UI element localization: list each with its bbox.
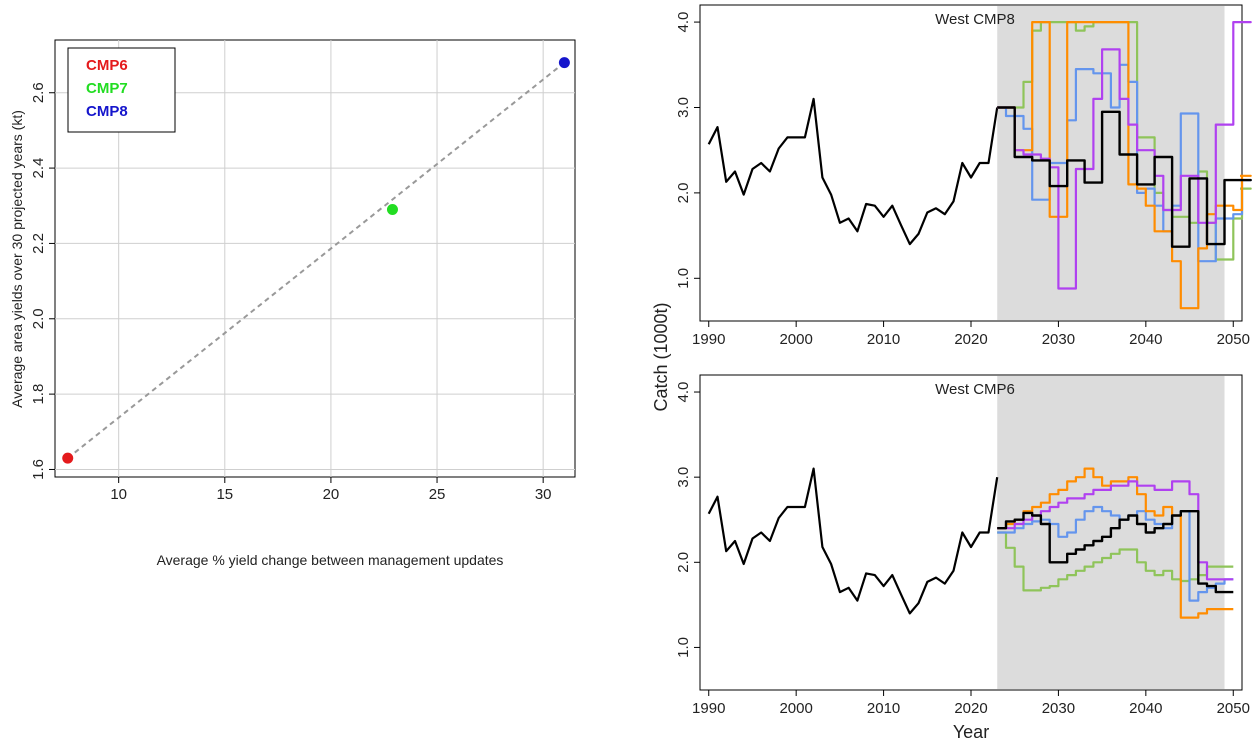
panel-0-x-tick-2040: 2040 xyxy=(1129,331,1162,348)
scatter-point-cmp8 xyxy=(558,57,570,69)
panel-0-series-3 xyxy=(997,21,1252,290)
panel-west-cmp8-title: West CMP8 xyxy=(935,11,1015,28)
panel-west-cmp8: West CMP8 1990 2000 2010 2020 2030 2040 2050 1.… xyxy=(675,4,1252,348)
panel-1-x-tick-2020: 2020 xyxy=(954,700,987,717)
scatter-y-tick-labels: 1.6 1.8 2.0 2.2 2.4 2.6 xyxy=(30,82,55,480)
legend-entry-cmp6: CMP6 xyxy=(86,57,128,74)
catch-y-axis-label: Catch (1000t) xyxy=(651,302,671,411)
panel-1-y-tick-3: 4.0 xyxy=(675,382,692,403)
scatter-x-tick-10: 10 xyxy=(110,486,127,503)
year-x-axis-label: Year xyxy=(953,722,989,742)
panel-1-x-tick-2030: 2030 xyxy=(1042,700,1075,717)
scatter-x-tick-labels: 10 15 20 25 30 xyxy=(110,477,552,503)
panel-0-x-tick-2050: 2050 xyxy=(1217,331,1250,348)
scatter-y-axis-label: Average area yields over 30 projected ye… xyxy=(9,110,25,408)
panel-1-y-tick-0: 1.0 xyxy=(675,637,692,658)
scatter-y-tick-2.6: 2.6 xyxy=(30,82,47,103)
panel-0-projection-shade xyxy=(997,6,1225,320)
scatter-x-tick-15: 15 xyxy=(216,486,233,503)
panel-0-x-tick-2010: 2010 xyxy=(867,331,900,348)
panel-0-y-tick-2: 3.0 xyxy=(675,97,692,118)
panel-0-x-tick-1990: 1990 xyxy=(692,331,725,348)
scatter-grid xyxy=(55,40,575,477)
panel-0-y-tick-3: 4.0 xyxy=(675,12,692,33)
scatter-y-tick-1.6: 1.6 xyxy=(30,459,47,480)
scatter-y-tick-1.8: 1.8 xyxy=(30,384,47,405)
panel-0-x-tick-2030: 2030 xyxy=(1042,331,1075,348)
panel-1-series-4 xyxy=(997,510,1234,594)
panel-1-y-tick-1: 2.0 xyxy=(675,552,692,573)
scatter-points xyxy=(62,57,570,464)
panel-1-x-tick-2040: 2040 xyxy=(1129,700,1162,717)
scatter-x-tick-25: 25 xyxy=(429,486,446,503)
scatter-dashed-trend-line xyxy=(67,61,566,459)
scatter-plot-frame xyxy=(54,39,576,478)
legend-entry-cmp7: CMP7 xyxy=(86,80,128,97)
panel-1-x-tick-2050: 2050 xyxy=(1217,700,1250,717)
scatter-legend: CMP6 CMP7 CMP8 xyxy=(67,47,176,133)
legend-entry-cmp8: CMP8 xyxy=(86,103,128,120)
scatter-chart: 10 15 20 25 30 1.6 1.8 2.0 2.2 2.4 2.6 Average % … xyxy=(9,39,576,568)
panel-1-x-tick-2000: 2000 xyxy=(779,700,812,717)
panel-1-y-tick-2: 3.0 xyxy=(675,467,692,488)
scatter-y-tick-2: 2.0 xyxy=(30,308,47,329)
scatter-y-tick-2.2: 2.2 xyxy=(30,233,47,254)
panel-0-y-tick-0: 1.0 xyxy=(675,268,692,289)
panel-1-x-tick-1990: 1990 xyxy=(692,700,725,717)
panel-0-series-4 xyxy=(997,106,1252,248)
panel-1-x-tick-2010: 2010 xyxy=(867,700,900,717)
scatter-x-axis-label: Average % yield change between managemen… xyxy=(157,552,504,568)
panel-1-history-line xyxy=(707,467,999,615)
panel-0-y-tick-1: 2.0 xyxy=(675,182,692,203)
panel-west-cmp6: West CMP6 1990 2000 2010 2020 2030 2040 2050 1.… xyxy=(675,374,1250,717)
panel-0-x-tick-2020: 2020 xyxy=(954,331,987,348)
panel-0-x-tick-2000: 2000 xyxy=(779,331,812,348)
panel-1-series-0 xyxy=(997,531,1234,592)
scatter-point-cmp6 xyxy=(62,452,74,464)
catch-time-series: West CMP8 1990 2000 2010 2020 2030 2040 2050 1.… xyxy=(651,4,1252,742)
panel-1-series-2 xyxy=(997,467,1234,619)
panel-west-cmp6-title: West CMP6 xyxy=(935,381,1015,398)
scatter-y-tick-2.4: 2.4 xyxy=(30,158,47,179)
scatter-point-cmp7 xyxy=(386,204,398,216)
scatter-x-tick-30: 30 xyxy=(535,486,552,503)
panel-0-history-line xyxy=(707,97,999,246)
legend-box xyxy=(67,47,176,133)
scatter-x-tick-20: 20 xyxy=(323,486,340,503)
